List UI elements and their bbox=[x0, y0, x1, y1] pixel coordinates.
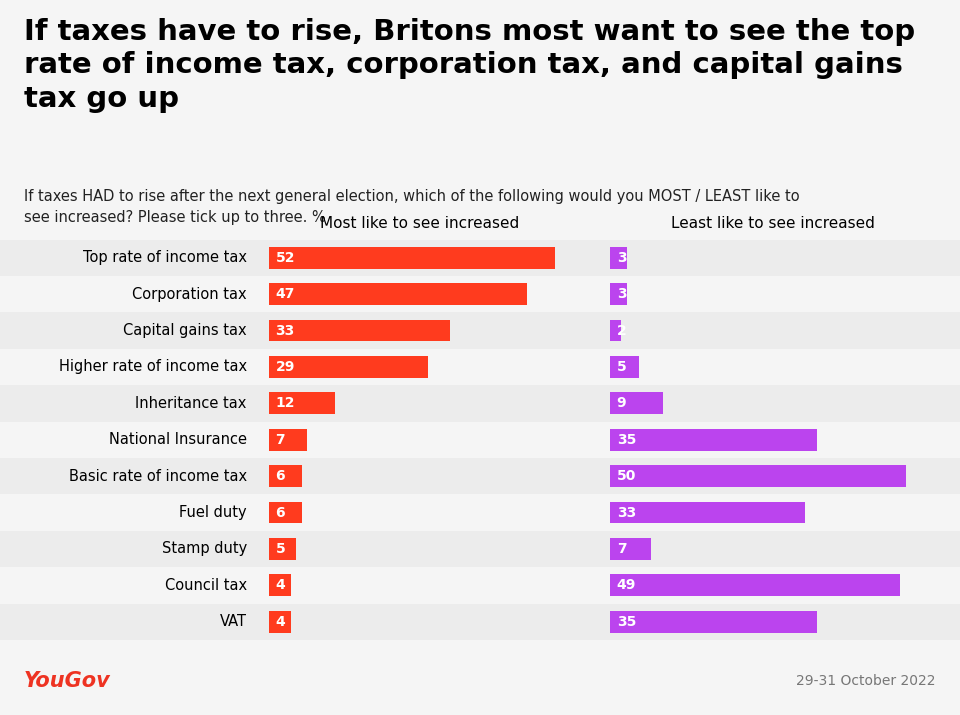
Bar bbox=[0, 422, 960, 458]
Bar bbox=[610, 574, 900, 596]
Text: 49: 49 bbox=[616, 578, 636, 592]
Bar bbox=[269, 247, 555, 269]
Bar bbox=[0, 385, 960, 422]
Text: 52: 52 bbox=[276, 251, 295, 265]
Text: 3: 3 bbox=[616, 287, 626, 301]
Bar bbox=[0, 276, 960, 312]
Bar bbox=[610, 429, 817, 450]
Bar bbox=[610, 247, 628, 269]
Text: If taxes HAD to rise after the next general election, which of the following wou: If taxes HAD to rise after the next gene… bbox=[24, 189, 800, 225]
Bar bbox=[269, 538, 297, 560]
Bar bbox=[269, 574, 291, 596]
Bar bbox=[610, 538, 651, 560]
Text: VAT: VAT bbox=[220, 614, 247, 629]
Bar bbox=[0, 458, 960, 494]
Text: 4: 4 bbox=[276, 615, 285, 628]
Text: 9: 9 bbox=[616, 396, 626, 410]
Bar bbox=[610, 465, 906, 487]
Bar bbox=[0, 312, 960, 349]
Bar bbox=[610, 611, 817, 633]
Text: 5: 5 bbox=[616, 360, 627, 374]
Text: National Insurance: National Insurance bbox=[108, 433, 247, 447]
Bar bbox=[610, 356, 639, 378]
Text: If taxes have to rise, Britons most want to see the top
rate of income tax, corp: If taxes have to rise, Britons most want… bbox=[24, 18, 915, 113]
Bar bbox=[0, 240, 960, 276]
Text: YouGov: YouGov bbox=[24, 671, 110, 691]
Text: Corporation tax: Corporation tax bbox=[132, 287, 247, 302]
Bar bbox=[269, 465, 301, 487]
Bar bbox=[0, 494, 960, 531]
Bar bbox=[0, 349, 960, 385]
Text: Top rate of income tax: Top rate of income tax bbox=[83, 250, 247, 265]
Bar bbox=[269, 283, 527, 305]
Text: 4: 4 bbox=[276, 578, 285, 592]
Text: 33: 33 bbox=[276, 323, 295, 337]
Bar bbox=[610, 502, 805, 523]
Bar bbox=[269, 320, 450, 342]
Text: 35: 35 bbox=[616, 433, 636, 447]
Text: 35: 35 bbox=[616, 615, 636, 628]
Text: Least like to see increased: Least like to see increased bbox=[671, 216, 875, 231]
Text: 6: 6 bbox=[276, 506, 285, 520]
Text: 3: 3 bbox=[616, 251, 626, 265]
Text: Higher rate of income tax: Higher rate of income tax bbox=[59, 360, 247, 375]
Bar bbox=[610, 283, 628, 305]
Bar bbox=[269, 502, 301, 523]
Text: 50: 50 bbox=[616, 469, 636, 483]
Bar bbox=[269, 611, 291, 633]
Text: 47: 47 bbox=[276, 287, 295, 301]
Text: 2: 2 bbox=[616, 323, 627, 337]
Text: 7: 7 bbox=[616, 542, 626, 556]
Text: Basic rate of income tax: Basic rate of income tax bbox=[69, 468, 247, 483]
Text: 5: 5 bbox=[276, 542, 285, 556]
Text: 7: 7 bbox=[276, 433, 285, 447]
Bar bbox=[0, 603, 960, 640]
Text: 12: 12 bbox=[276, 396, 295, 410]
Text: Capital gains tax: Capital gains tax bbox=[123, 323, 247, 338]
Bar bbox=[269, 356, 428, 378]
Text: Most like to see increased: Most like to see increased bbox=[321, 216, 519, 231]
Bar bbox=[0, 531, 960, 567]
Bar bbox=[610, 320, 621, 342]
Text: Council tax: Council tax bbox=[165, 578, 247, 593]
Text: 33: 33 bbox=[616, 506, 636, 520]
Text: Fuel duty: Fuel duty bbox=[180, 505, 247, 520]
Bar bbox=[0, 567, 960, 603]
Bar bbox=[610, 393, 663, 414]
Text: 29-31 October 2022: 29-31 October 2022 bbox=[797, 674, 936, 688]
Text: Inheritance tax: Inheritance tax bbox=[135, 396, 247, 411]
Bar bbox=[269, 429, 307, 450]
Bar bbox=[269, 393, 335, 414]
Text: Stamp duty: Stamp duty bbox=[161, 541, 247, 556]
Text: 29: 29 bbox=[276, 360, 295, 374]
Text: 6: 6 bbox=[276, 469, 285, 483]
